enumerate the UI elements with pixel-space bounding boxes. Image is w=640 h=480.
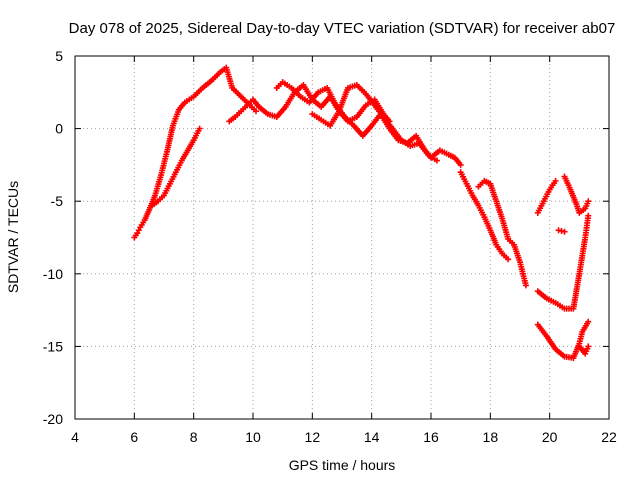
- series-track-h: [534, 177, 559, 216]
- x-tick-label: 18: [483, 429, 499, 445]
- series-track-k: [534, 318, 592, 362]
- series-track-a: [131, 64, 259, 241]
- chart-title: Day 078 of 2025, Sidereal Day-to-day VTE…: [69, 20, 616, 37]
- data-point: [561, 228, 568, 235]
- data-point: [457, 161, 464, 168]
- x-tick-labels: 4 6 8 10 12 14 16 18 20 22: [71, 429, 617, 445]
- x-axis-label: GPS time / hours: [289, 457, 396, 473]
- data-point: [522, 282, 529, 289]
- data-point: [585, 318, 592, 325]
- y-axis-label: SDTVAR / TECUs: [5, 181, 21, 293]
- y-tick-label: -20: [43, 411, 63, 427]
- axis-ticks: [74, 55, 610, 420]
- data-points: [131, 64, 592, 362]
- data-point: [196, 125, 203, 132]
- y-tick-label: 0: [55, 121, 63, 137]
- x-tick-label: 8: [190, 429, 198, 445]
- y-tick-labels: 5 0 -5 -10 -15 -20: [43, 48, 63, 427]
- data-point: [252, 108, 259, 115]
- x-tick-label: 14: [364, 429, 380, 445]
- data-point: [585, 343, 592, 350]
- y-tick-label: -5: [51, 193, 64, 209]
- series-track-f: [457, 169, 512, 263]
- x-tick-label: 12: [305, 429, 321, 445]
- plot-frame: [74, 55, 610, 420]
- data-point: [585, 198, 592, 205]
- series-track-j: [561, 173, 592, 216]
- series-track-b: [149, 125, 203, 209]
- y-tick-label: -15: [43, 338, 63, 354]
- x-tick-label: 4: [71, 429, 79, 445]
- x-tick-label: 10: [245, 429, 261, 445]
- data-point: [585, 212, 592, 219]
- x-tick-label: 16: [423, 429, 439, 445]
- data-point: [505, 256, 512, 263]
- y-tick-label: -10: [43, 266, 63, 282]
- series-track-m: [555, 227, 568, 235]
- series-track-g: [475, 177, 529, 289]
- data-point: [433, 157, 440, 164]
- series-track-l: [576, 343, 592, 357]
- series-track-i: [534, 212, 592, 312]
- series-track-e: [309, 82, 440, 164]
- x-tick-label: 22: [601, 429, 617, 445]
- x-tick-label: 20: [542, 429, 558, 445]
- y-tick-label: 5: [55, 48, 63, 64]
- x-tick-label: 6: [130, 429, 138, 445]
- data-point: [552, 177, 559, 184]
